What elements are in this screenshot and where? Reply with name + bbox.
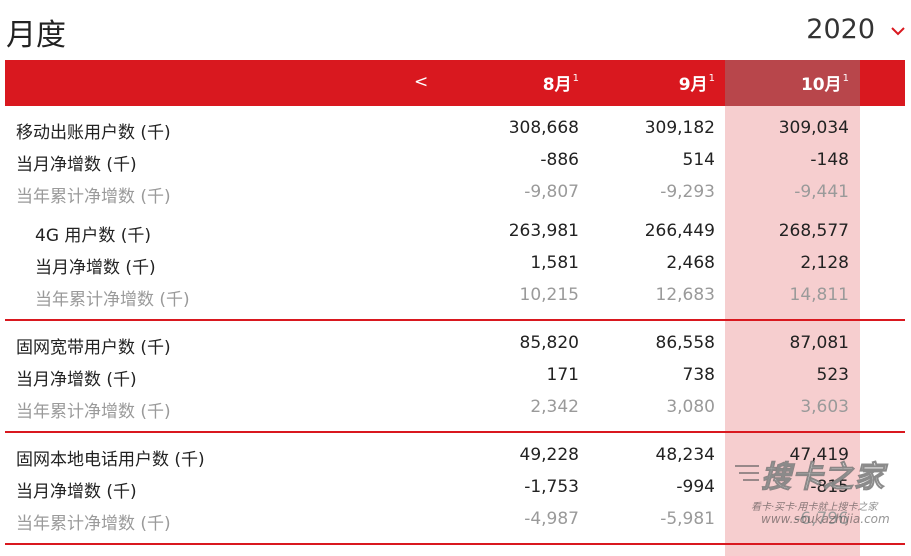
table-row: 当年累计净增数 (千) -4,987 -5,981 -6,796 xyxy=(0,509,911,539)
cell-value: 1,581 xyxy=(530,253,579,273)
cell-value: 171 xyxy=(546,365,579,385)
cell-value: 48,234 xyxy=(655,445,715,465)
cell-value: 87,081 xyxy=(789,333,849,353)
section-divider xyxy=(5,319,905,321)
cell-value: -9,293 xyxy=(660,182,715,202)
cell-value: 12,683 xyxy=(655,285,715,305)
cell-value: -5,981 xyxy=(660,509,715,529)
month-header: 9月1 xyxy=(678,73,715,95)
cell-value: 523 xyxy=(816,365,849,385)
cell-value: 738 xyxy=(682,365,715,385)
table-row: 当年累计净增数 (千) -9,807 -9,293 -9,441 xyxy=(0,182,911,212)
page-title: 月度 xyxy=(6,18,66,53)
row-label: 当年累计净增数 (千) xyxy=(16,514,171,534)
row-label: 当月净增数 (千) xyxy=(16,155,137,175)
row-label: 当月净增数 (千) xyxy=(16,482,137,502)
cell-value: 268,577 xyxy=(778,221,849,241)
table-row: 固网本地电话用户数 (千) 49,228 48,234 47,419 xyxy=(0,445,911,475)
cell-value: 2,468 xyxy=(666,253,715,273)
cell-value: 309,034 xyxy=(778,118,849,138)
table-row: 移动出账用户数 (千) 308,668 309,182 309,034 xyxy=(0,118,911,148)
cell-value: -9,441 xyxy=(794,182,849,202)
month-header: 10月1 xyxy=(800,73,849,95)
cell-value: 49,228 xyxy=(519,445,579,465)
cell-value: -994 xyxy=(676,477,715,497)
prev-months-button[interactable]: < xyxy=(414,72,429,92)
row-label: 移动出账用户数 (千) xyxy=(16,123,171,143)
table-row: 4G 用户数 (千) 263,981 266,449 268,577 xyxy=(0,221,911,251)
cell-value: 309,182 xyxy=(644,118,715,138)
cell-value: 514 xyxy=(682,150,715,170)
table-row: 当月净增数 (千) -886 514 -148 xyxy=(0,150,911,180)
row-label: 4G 用户数 (千) xyxy=(35,226,152,246)
cell-value: -9,807 xyxy=(524,182,579,202)
cell-value: -148 xyxy=(810,150,849,170)
cell-value: -4,987 xyxy=(524,509,579,529)
cell-value: -6,796 xyxy=(794,509,849,529)
month-header: 8月1 xyxy=(542,73,579,95)
cell-value: 85,820 xyxy=(519,333,579,353)
cell-value: 266,449 xyxy=(644,221,715,241)
table-row: 当月净增数 (千) -1,753 -994 -815 xyxy=(0,477,911,507)
row-label: 当年累计净增数 (千) xyxy=(35,290,190,310)
row-label: 当年累计净增数 (千) xyxy=(16,402,171,422)
cell-value: 2,128 xyxy=(800,253,849,273)
current-month-header-highlight xyxy=(725,60,860,106)
row-label: 当年累计净增数 (千) xyxy=(16,187,171,207)
cell-value: 2,342 xyxy=(530,397,579,417)
table-row: 当年累计净增数 (千) 10,215 12,683 14,811 xyxy=(0,285,911,315)
table-row: 当月净增数 (千) 171 738 523 xyxy=(0,365,911,395)
year-selector[interactable]: 2020 xyxy=(806,14,875,45)
section-divider xyxy=(5,431,905,433)
cell-value: 10,215 xyxy=(519,285,579,305)
row-label: 当月净增数 (千) xyxy=(16,370,137,390)
table-row: 当月净增数 (千) 1,581 2,468 2,128 xyxy=(0,253,911,283)
cell-value: 14,811 xyxy=(789,285,849,305)
cell-value: 86,558 xyxy=(655,333,715,353)
cell-value: 263,981 xyxy=(508,221,579,241)
table-row: 固网宽带用户数 (千) 85,820 86,558 87,081 xyxy=(0,333,911,363)
cell-value: 308,668 xyxy=(508,118,579,138)
table-row: 当年累计净增数 (千) 2,342 3,080 3,603 xyxy=(0,397,911,427)
chevron-down-icon[interactable] xyxy=(891,26,905,36)
row-label: 固网宽带用户数 (千) xyxy=(16,338,171,358)
cell-value: 3,603 xyxy=(800,397,849,417)
cell-value: -886 xyxy=(540,150,579,170)
cell-value: 3,080 xyxy=(666,397,715,417)
cell-value: 47,419 xyxy=(789,445,849,465)
row-label: 当月净增数 (千) xyxy=(35,258,156,278)
cell-value: -815 xyxy=(810,477,849,497)
section-divider xyxy=(5,543,905,545)
cell-value: -1,753 xyxy=(524,477,579,497)
row-label: 固网本地电话用户数 (千) xyxy=(16,450,205,470)
